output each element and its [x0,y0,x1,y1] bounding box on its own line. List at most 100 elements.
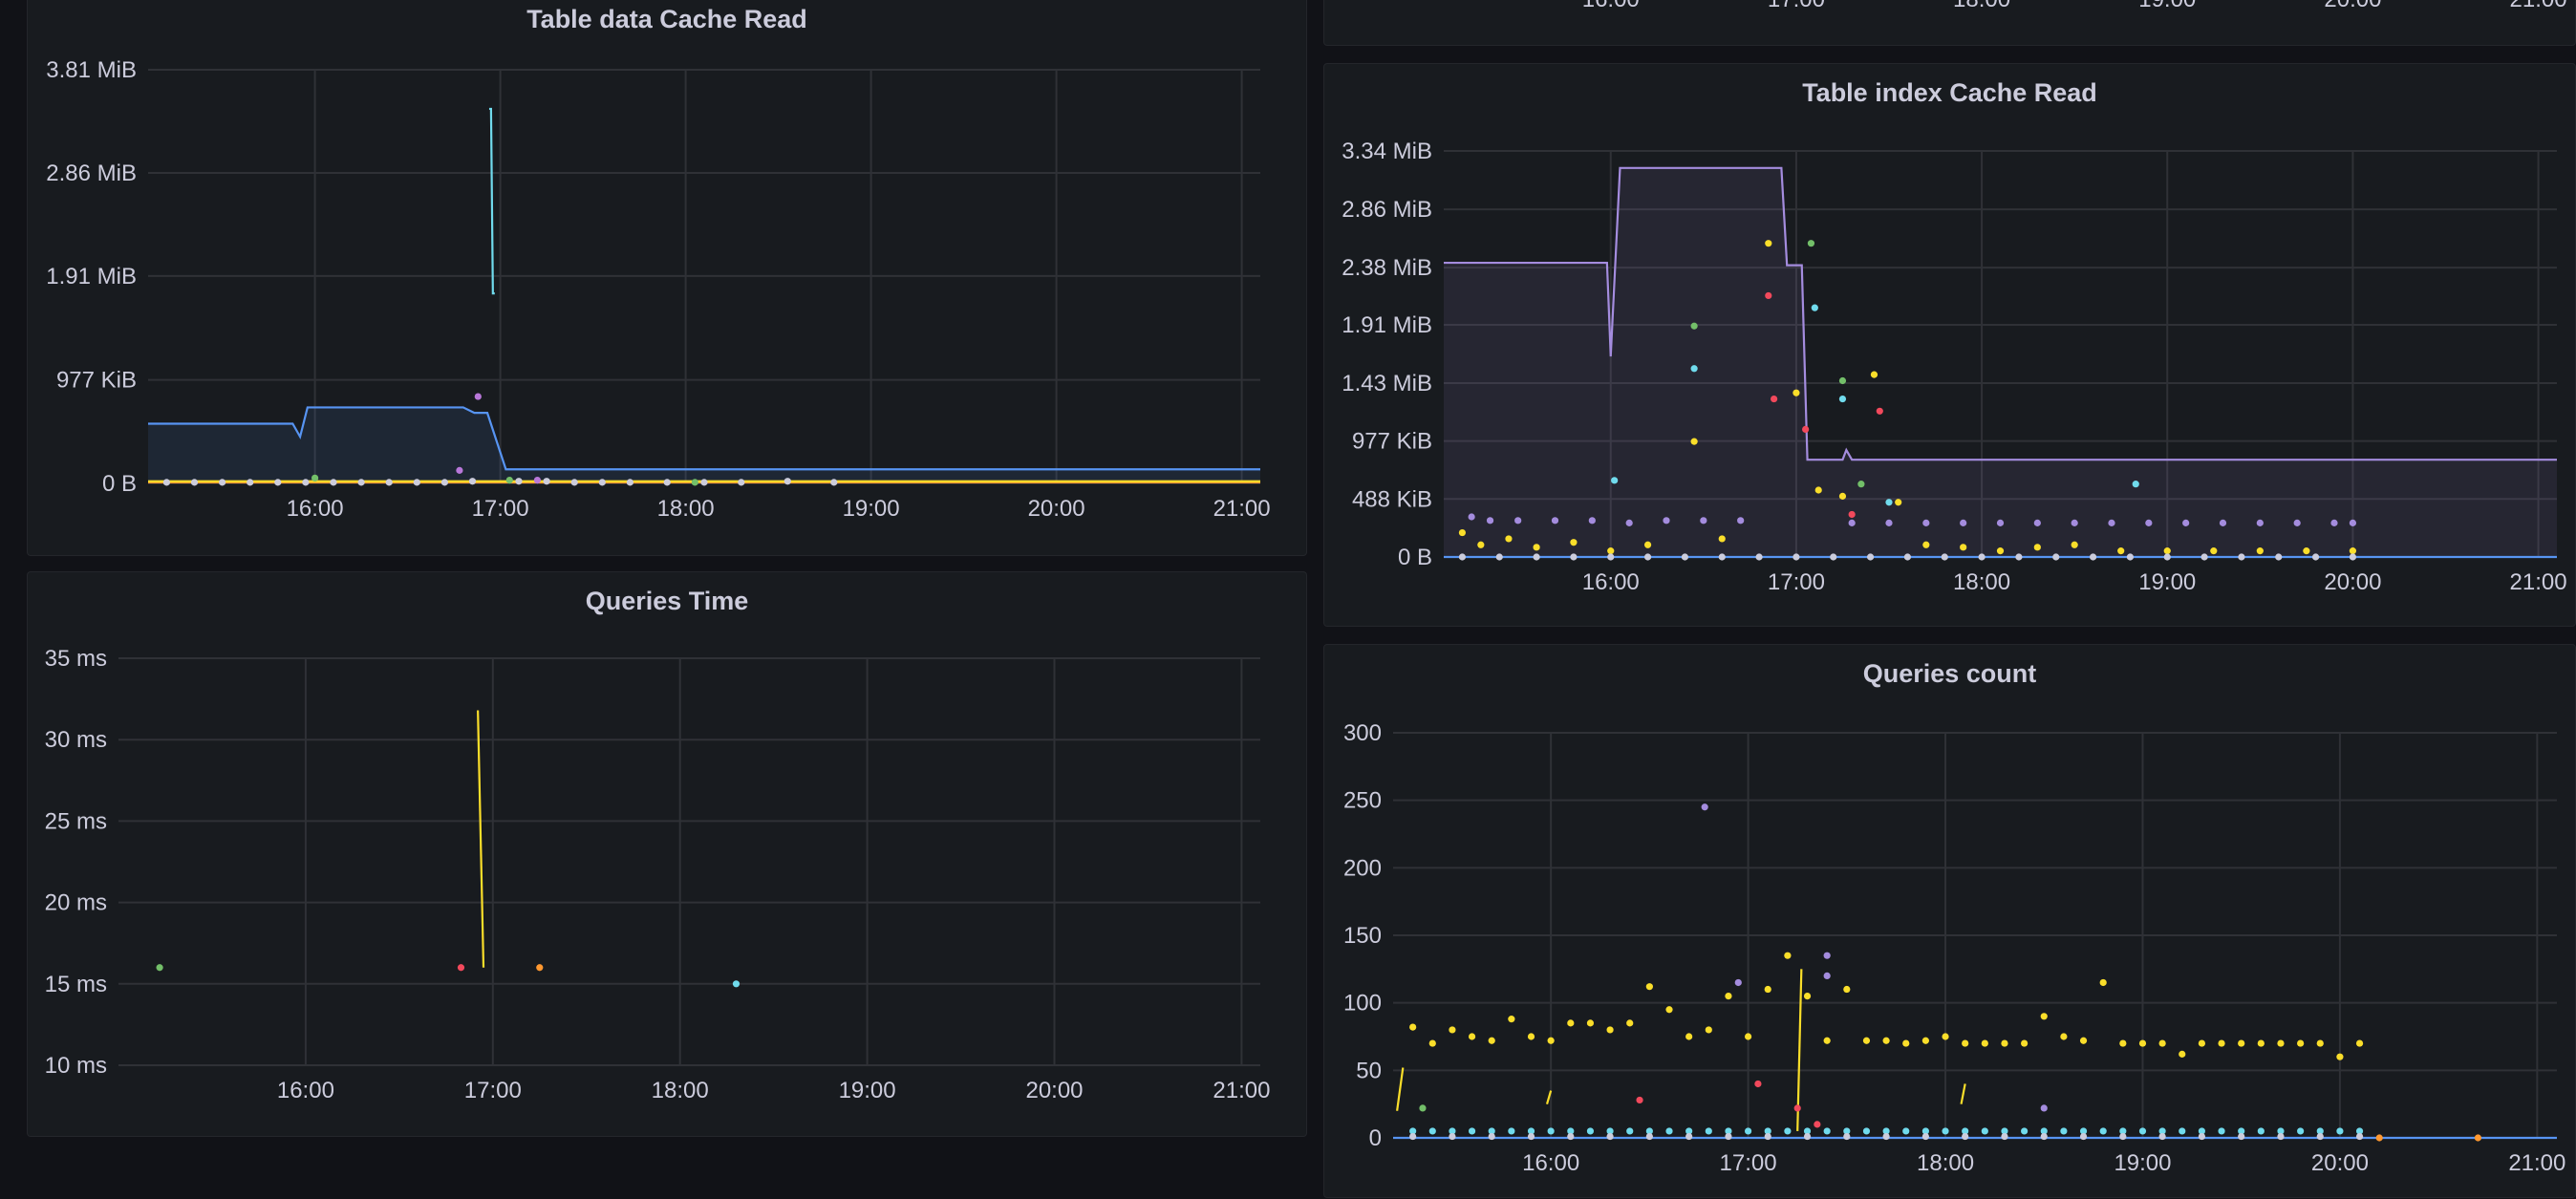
data-point [2158,1132,2166,1141]
data-point [1996,519,2005,526]
data-point [1643,553,1652,561]
y-tick-label: 0 B [102,471,137,497]
data-point [2330,519,2338,526]
data-point [1705,1127,1712,1135]
data-point [1527,1033,1535,1040]
panel-table-index-cache-read[interactable]: Table index Cache Read 0 B 488 KiB 977 KiB… [1323,63,2576,627]
y-tick-label: 977 KiB [1352,429,1432,455]
data-point [2079,1037,2088,1044]
data-point [1725,993,1732,1000]
data-point [1941,553,1948,561]
data-point [1885,499,1893,506]
data-point [1793,1104,1801,1112]
y-tick-label: 0 [1369,1125,1382,1151]
data-point [274,479,282,486]
chart-queries-time[interactable]: 10 ms 15 ms 20 ms 25 ms 30 ms 35 ms 16:00 17:00… [28,572,1308,1138]
chart-table-index-cache-read[interactable]: 0 B 488 KiB 977 KiB 1.43 MiB 1.91 MiB 2.38 Mi… [1324,64,2576,628]
data-point [2033,544,2041,551]
data-point [1902,1127,1910,1135]
panel-title: Table data Cache Read [526,5,807,33]
x-tick-label: 16:00 [1522,1150,1579,1176]
data-point [1409,1132,1417,1141]
data-point [1665,1127,1673,1135]
data-point [1755,553,1763,561]
x-tick-label: 16:00 [287,496,344,522]
data-point [1803,1127,1812,1135]
data-point [1586,1019,1595,1027]
data-point [2257,1039,2265,1047]
data-point [1606,1127,1614,1135]
y-tick-label: 10 ms [45,1053,107,1079]
data-point [2040,1132,2048,1141]
data-point [2198,1127,2206,1135]
x-tick-label: 18:00 [1953,569,2010,595]
data-point [1409,1127,1417,1135]
data-point [2126,553,2135,561]
data-point [2275,553,2283,561]
data-point [1764,1127,1771,1135]
data-point [2293,519,2301,526]
x-tick-label: 18:00 [652,1078,709,1103]
panel-queries-time[interactable]: Queries Time 10 ms 15 ms 20 ms 25 ms 30 ms 35… [27,571,1307,1137]
data-point [1607,547,1615,555]
x-tick-label: 21:00 [2510,569,2567,595]
data-point [2316,1127,2324,1135]
series-line [1396,1067,1405,1111]
data-point [1626,1019,1634,1027]
panel-title: Table index Cache Read [1802,78,2097,107]
data-point [1764,985,1771,994]
data-point [2198,1039,2206,1047]
stub-x-tick-label: 16:00 [1582,0,1640,12]
data-point [1895,499,1902,506]
x-tick-label: 16:00 [277,1078,334,1103]
data-point [1744,1127,1752,1135]
data-point [2375,1134,2383,1142]
data-point [1792,389,1800,396]
data-point [2210,547,2218,555]
data-point [1737,517,1745,525]
data-point [1495,553,1503,561]
data-point [515,478,523,485]
data-point [1765,240,1772,247]
data-point [456,466,463,474]
data-point [1665,1006,1673,1014]
data-point [357,479,365,486]
x-tick-label: 21:00 [1213,1078,1270,1103]
data-point [1718,535,1726,543]
data-point [2297,1127,2305,1135]
data-point [2316,1132,2324,1141]
data-point [2158,1127,2166,1135]
data-point [1765,291,1772,300]
data-point [1862,1127,1871,1135]
data-point [1718,553,1726,561]
data-point [2033,519,2041,526]
data-point [162,479,170,486]
data-point [1771,395,1778,403]
data-point [1428,1127,1436,1135]
data-point [1505,535,1513,543]
chart-queries-count[interactable]: 0 50 100 150 200 250 300 16:00 17:00 18:00 19:00 20… [1324,645,2576,1199]
data-point [1488,1127,1495,1135]
y-tick-label: 1.91 MiB [46,264,137,289]
x-tick-label: 20:00 [1025,1078,1083,1103]
data-point [2256,547,2264,555]
y-tick-label: 2.86 MiB [1342,197,1432,223]
data-point [1866,553,1875,561]
y-tick-label: 15 ms [45,972,107,997]
data-point [1611,477,1619,484]
data-point [830,479,838,486]
data-point [1902,1039,1910,1047]
x-tick-label: 21:00 [1213,496,1271,522]
panel-queries-count[interactable]: Queries count 0 50 100 150 200 250 300 16:00 17:… [1323,644,2576,1198]
data-point [1754,1080,1762,1088]
data-point [1700,517,1707,525]
data-point [1570,553,1578,561]
data-point [2311,553,2320,561]
data-point [1725,1132,1732,1141]
data-point [2303,547,2310,555]
data-point [1803,993,1812,1000]
data-point [2099,1127,2107,1135]
panel-table-data-cache-read[interactable]: Table data Cache Read 0 B 977 KiB 1.91 MiB… [27,0,1307,556]
y-tick-label: 300 [1343,720,1382,746]
chart-table-data-cache-read[interactable]: 0 B 977 KiB 1.91 MiB 2.86 MiB 3.81 MiB 16:00 1… [28,0,1308,557]
